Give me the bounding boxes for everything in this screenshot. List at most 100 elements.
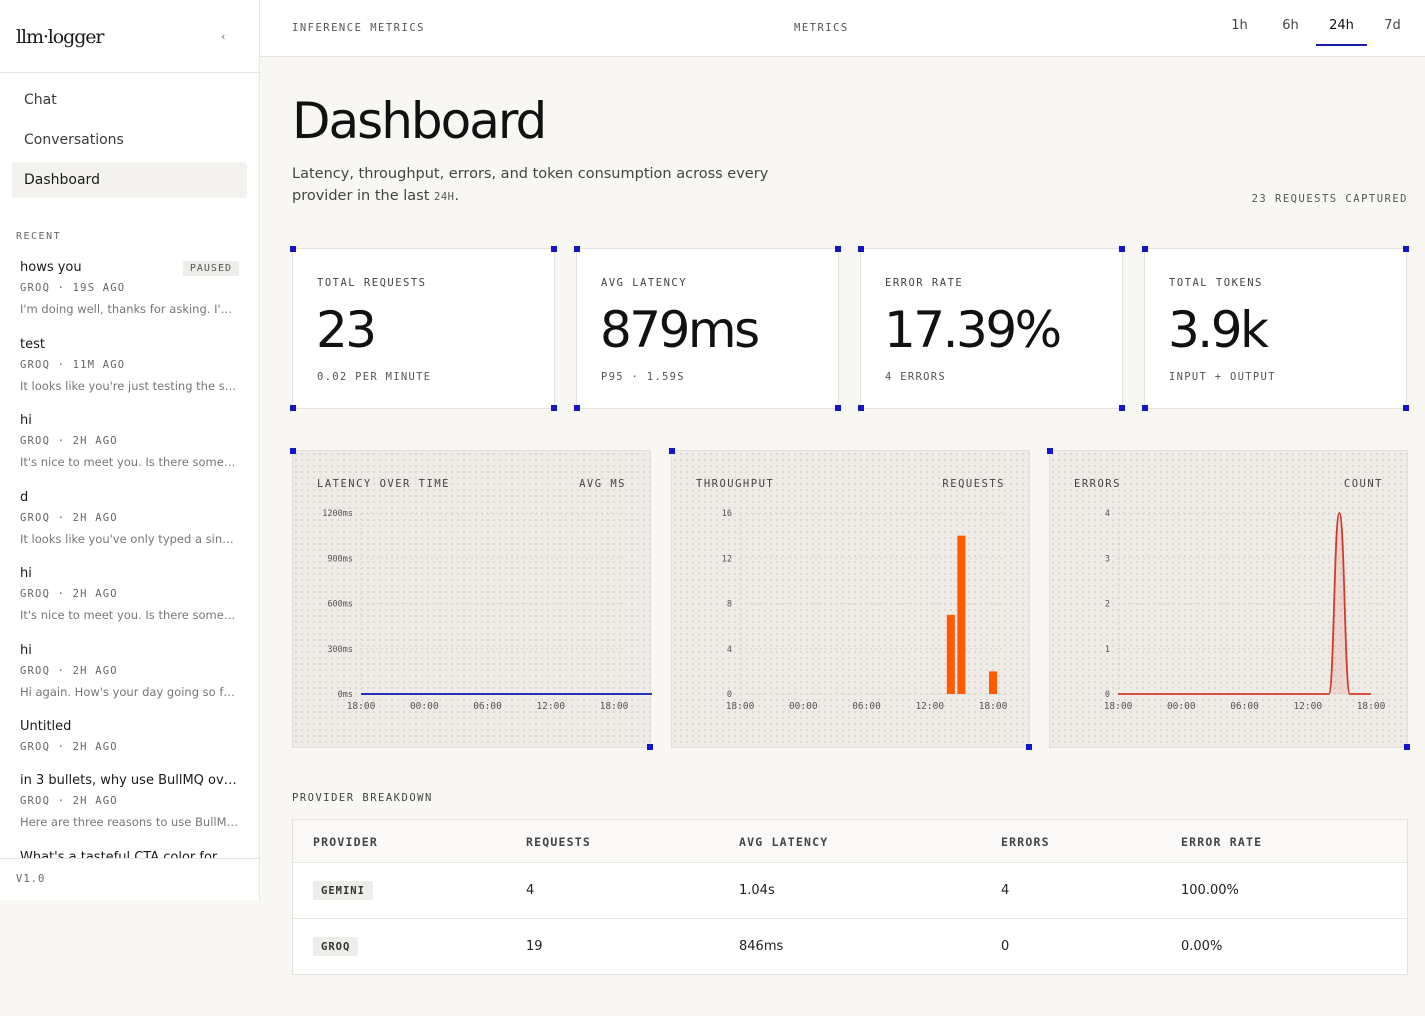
recent-section-label: RECENT — [16, 231, 62, 242]
recent-conversation-item[interactable]: in 3 bullets, why use BullMQ over a cron… — [20, 773, 240, 850]
page-title: Dashboard — [292, 92, 547, 150]
subtitle-text: Latency, throughput, errors, and token c… — [292, 166, 769, 204]
conversation-title: d — [20, 489, 29, 505]
conversation-title: test — [20, 336, 45, 352]
selection-handle — [647, 744, 653, 750]
range-tab-24h[interactable]: 24h — [1316, 12, 1367, 46]
selection-handle — [1142, 246, 1148, 252]
y-tick-label: 1 — [1105, 645, 1110, 655]
stat-value: 3.9k — [1168, 301, 1269, 359]
stat-card-total-requests: TOTAL REQUESTS 23 0.02 PER MINUTE — [290, 246, 557, 411]
recent-conversation-item[interactable]: test GROQ · 11M AGO It looks like you're j… — [20, 337, 240, 414]
y-tick-label: 4 — [1105, 509, 1110, 519]
selection-handle — [1026, 744, 1032, 750]
selection-handle — [835, 246, 841, 252]
sidebar-nav: Chat Conversations Dashboard — [12, 82, 247, 202]
sidebar-item-chat[interactable]: Chat — [24, 92, 57, 108]
cell-errors: 0 — [1001, 939, 1010, 954]
x-tick-label: 12:00 — [1293, 701, 1322, 712]
stat-card-avg-latency: AVG LATENCY 879ms P95 · 1.59S — [574, 246, 841, 411]
y-tick-label: 2 — [1105, 600, 1110, 610]
errors-chart: 0 1 2 3 4 18:00 00:00 06:00 12:00 18:00 — [1104, 509, 1386, 712]
stat-label: ERROR RATE — [885, 277, 964, 289]
recent-conversation-item[interactable]: hi GROQ · 2H AGO It's nice to meet you. Is… — [20, 566, 240, 643]
range-tab-1h[interactable]: 1h — [1231, 18, 1248, 33]
chart-card-throughput: THROUGHPUT REQUESTS 0 4 8 12 16 18:00 00:00 06:… — [669, 448, 1032, 750]
column-header-error-rate[interactable]: ERROR RATE — [1181, 835, 1263, 849]
y-tick-label: 300ms — [327, 645, 353, 655]
y-tick-label: 0 — [1105, 690, 1110, 700]
page-subtitle: Latency, throughput, errors, and token c… — [292, 163, 812, 208]
selection-handle — [835, 405, 841, 411]
app-version: V1.0 — [16, 873, 46, 885]
cell-avg-latency: 1.04s — [739, 883, 775, 898]
sidebar-footer: V1.0 — [0, 858, 259, 900]
conversation-meta: GROQ · 11M AGO — [20, 358, 126, 371]
conversation-preview: It looks like you've only typed a single… — [20, 531, 239, 546]
range-tab-6h[interactable]: 6h — [1282, 18, 1299, 33]
collapse-sidebar-icon[interactable]: ‹ — [221, 30, 226, 43]
cell-requests: 19 — [526, 939, 543, 954]
column-header-avg-latency[interactable]: AVG LATENCY — [739, 835, 829, 849]
y-tick-label: 3 — [1105, 554, 1110, 564]
stat-card-total-tokens: TOTAL TOKENS 3.9k INPUT + OUTPUT — [1142, 246, 1409, 411]
column-header-errors[interactable]: ERRORS — [1001, 835, 1050, 849]
stat-label: TOTAL TOKENS — [1169, 277, 1263, 289]
recent-conversation-item[interactable]: hows you PAUSED GROQ · 19S AGO I'm doing we… — [20, 260, 240, 337]
y-tick-label: 0ms — [338, 690, 353, 700]
selection-handle — [551, 405, 557, 411]
recent-conversation-item[interactable]: hi GROQ · 2H AGO It's nice to meet you. Is… — [20, 413, 240, 490]
selection-handle — [1047, 448, 1053, 454]
recent-conversation-item[interactable]: hi GROQ · 2H AGO Hi again. How's your day … — [20, 643, 240, 720]
selection-handle — [1119, 246, 1125, 252]
chart-card-errors: ERRORS COUNT 0 1 2 3 4 18:00 00:00 06:00 12:00 18… — [1047, 448, 1410, 750]
topbar-section-title: INFERENCE METRICS — [292, 22, 425, 34]
provider-badge: GROQ — [313, 937, 359, 956]
latency-line — [361, 693, 652, 695]
stat-label: TOTAL REQUESTS — [317, 277, 427, 289]
x-tick-label: 06:00 — [852, 701, 881, 712]
x-tick-label: 06:00 — [473, 701, 502, 712]
selection-handle — [1403, 246, 1409, 252]
chart-title: LATENCY OVER TIME — [317, 478, 450, 490]
recent-conversation-item[interactable]: What's a tasteful CTA color for a warm U… — [20, 850, 240, 859]
selection-handle — [1403, 405, 1409, 411]
x-tick-label: 18:00 — [1357, 701, 1386, 712]
stat-value: 23 — [316, 301, 377, 359]
topbar-page-label: METRICS — [794, 22, 849, 34]
column-header-provider[interactable]: PROVIDER — [313, 835, 378, 849]
table-row[interactable]: GROQ 19 846ms 0 0.00% — [293, 919, 1407, 975]
recent-conversation-item[interactable]: Untitled GROQ · 2H AGO — [20, 719, 240, 773]
conversation-preview: I'm doing well, thanks for asking. I'm a… — [20, 302, 239, 316]
selection-handle — [290, 405, 296, 411]
range-tab-7d[interactable]: 7d — [1384, 18, 1401, 33]
conversation-meta: GROQ · 2H AGO — [20, 664, 118, 677]
table-row[interactable]: GEMINI 4 1.04s 4 100.00% — [293, 863, 1407, 919]
stat-value: 17.39% — [884, 301, 1062, 359]
stat-label: AVG LATENCY — [601, 277, 688, 289]
x-tick-label: 18:00 — [600, 701, 629, 712]
conversation-title: Untitled — [20, 719, 72, 734]
sidebar-item-dashboard[interactable]: Dashboard — [12, 162, 247, 198]
x-tick-label: 12:00 — [915, 701, 944, 712]
selection-handle — [669, 448, 675, 454]
chart-unit-label: REQUESTS — [942, 478, 1005, 490]
sidebar: llm·logger ‹ Chat Conversations Dashboar… — [0, 0, 260, 900]
conversation-title: in 3 bullets, why use BullMQ over a cron… — [20, 773, 238, 788]
x-tick-label: 00:00 — [410, 701, 439, 712]
provider-table: PROVIDER REQUESTS AVG LATENCY ERRORS ERR… — [292, 819, 1408, 975]
latency-chart: 0ms 300ms 600ms 900ms 1200ms 18:00 00:00 06:00 1… — [322, 509, 652, 712]
cell-error-rate: 0.00% — [1181, 939, 1223, 954]
y-tick-label: 0 — [727, 690, 732, 700]
y-tick-label: 4 — [727, 645, 732, 655]
throughput-chart: 0 4 8 12 16 18:00 00:00 06:00 12:00 18:00 — [722, 509, 1008, 712]
recent-conversation-item[interactable]: d GROQ · 2H AGO It looks like you've only … — [20, 490, 240, 567]
conversation-meta: GROQ · 2H AGO — [20, 795, 118, 807]
y-tick-label: 900ms — [327, 554, 353, 564]
conversation-preview: It looks like you're just testing the sy… — [20, 378, 239, 393]
conversation-preview: It's nice to meet you. Is there somethin… — [20, 455, 239, 469]
sidebar-item-conversations[interactable]: Conversations — [24, 132, 124, 148]
app-logo[interactable]: llm·logger — [16, 26, 104, 48]
column-header-requests[interactable]: REQUESTS — [526, 835, 591, 849]
x-tick-label: 18:00 — [347, 701, 376, 712]
